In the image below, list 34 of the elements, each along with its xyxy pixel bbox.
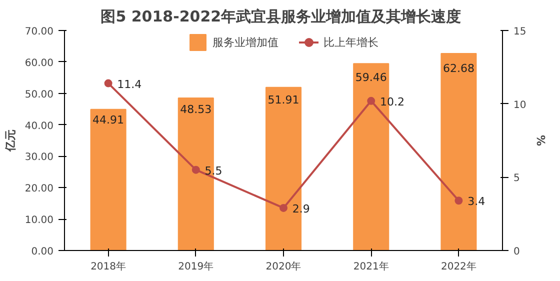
data-label: 44.91 <box>92 114 124 127</box>
y-tick-label: 0.00 <box>31 246 54 258</box>
point <box>192 166 200 174</box>
y2-tick-label: 5 <box>514 173 520 184</box>
bar <box>90 108 126 250</box>
y2-tick-label: 15 <box>514 26 526 38</box>
x-tick-label: 2018年 <box>90 260 126 272</box>
y-tick-label: 20.00 <box>24 184 54 195</box>
point <box>280 204 288 212</box>
legend-label: 比上年增长 <box>324 34 378 50</box>
data-label: 48.53 <box>180 103 212 116</box>
x-tick-label: 2022年 <box>440 260 476 272</box>
chart-title: 图5 2018-2022年武宜县服务业增加值及其增长速度 <box>100 8 462 26</box>
y2-tick-label: 0 <box>514 246 520 258</box>
data-label: 51.91 <box>268 93 300 106</box>
data-label: 11.4 <box>117 78 142 91</box>
y-tick-label: 10.00 <box>24 215 54 226</box>
y2-axis-title: % <box>534 134 548 146</box>
point <box>454 196 463 205</box>
x-tick-label: 2021年 <box>353 260 389 272</box>
point <box>367 96 376 105</box>
point <box>104 79 112 88</box>
y-tick-label: 70.00 <box>24 26 54 38</box>
legend-label: 服务业增加值 <box>212 34 278 50</box>
y-tick-label: 50.00 <box>24 89 54 100</box>
y2-tick-label: 10 <box>514 100 526 111</box>
data-label: 59.46 <box>355 71 387 84</box>
y-tick-label: 40.00 <box>24 120 54 132</box>
x-tick-label: 2019年 <box>178 260 214 272</box>
y-axis-title: 亿元 <box>4 130 17 152</box>
y-tick-label: 30.00 <box>24 152 54 164</box>
data-label: 62.68 <box>442 62 474 75</box>
x-tick-label: 2020年 <box>266 260 302 272</box>
y-tick-label: 60.00 <box>24 58 54 69</box>
